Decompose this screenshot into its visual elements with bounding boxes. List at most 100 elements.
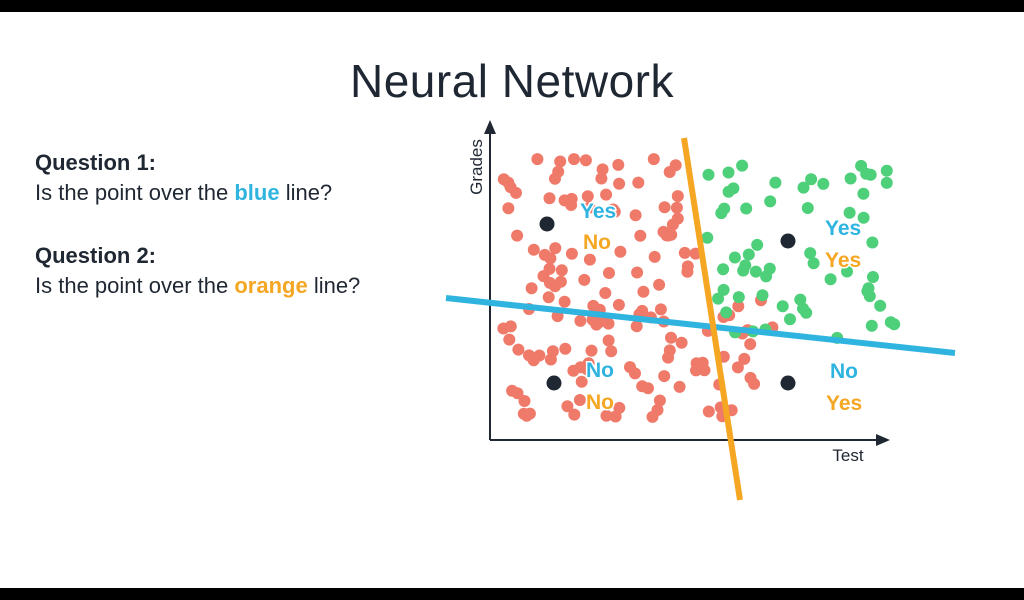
red-point [512, 343, 525, 356]
red-point [642, 382, 654, 395]
red-point [629, 367, 641, 380]
question-1-suffix: line? [279, 180, 333, 205]
green-point [764, 195, 777, 208]
y-axis-label: Grades [467, 139, 486, 195]
green-point [884, 316, 897, 329]
green-point [880, 176, 893, 189]
answer-bottom-left-blue: No [586, 359, 614, 382]
green-point [717, 283, 730, 296]
red-point [595, 172, 608, 185]
green-point [817, 177, 830, 190]
red-point [503, 333, 516, 346]
green-point [784, 313, 796, 326]
red-point [629, 209, 642, 222]
red-point [506, 384, 519, 397]
red-point [646, 410, 659, 423]
green-point [867, 271, 879, 283]
red-point [613, 177, 626, 190]
green-point [717, 263, 730, 276]
green-point [776, 300, 789, 313]
red-point [600, 188, 613, 201]
answer-bottom-left-orange: No [586, 391, 614, 414]
red-point [543, 276, 556, 289]
answer-labels: Yes No Yes Yes No No No Yes [579, 199, 864, 417]
green-point [797, 181, 810, 194]
green-point [749, 265, 762, 278]
answer-top-left-orange: No [583, 231, 611, 254]
green-point [742, 248, 755, 261]
red-point [605, 345, 618, 358]
red-point [525, 282, 538, 295]
green-point [722, 166, 735, 179]
red-point [653, 394, 666, 407]
data-points [497, 153, 901, 423]
answer-bottom-right-blue: No [830, 360, 858, 383]
red-point [663, 166, 676, 178]
red-point [657, 225, 670, 238]
red-point [574, 314, 587, 327]
green-point [824, 273, 837, 286]
green-point [739, 259, 752, 272]
red-point [502, 202, 515, 215]
green-point [720, 306, 733, 319]
green-point [880, 164, 893, 177]
slide: Neural Network Question 1: Is the point … [0, 12, 1024, 588]
red-point [559, 342, 572, 355]
green-point [763, 262, 776, 275]
red-point [533, 349, 546, 362]
axes: Grades Test [467, 120, 890, 465]
red-point [738, 352, 751, 365]
red-point [596, 163, 609, 176]
green-point [843, 206, 856, 219]
y-axis-arrow-icon [484, 120, 496, 134]
red-point [575, 375, 588, 388]
red-point [497, 322, 510, 335]
green-point [718, 202, 731, 215]
red-point [748, 377, 761, 390]
red-point [613, 401, 626, 414]
question-2: Question 2: Is the point over the orange… [35, 241, 360, 301]
green-point [866, 236, 879, 249]
red-point [590, 318, 603, 331]
answer-top-right-blue: Yes [825, 217, 861, 240]
red-point [561, 400, 574, 413]
answer-top-left-blue: Yes [580, 200, 616, 223]
red-point [732, 300, 745, 313]
question-2-suffix: line? [307, 273, 361, 298]
red-point [549, 242, 562, 255]
red-point [574, 361, 587, 374]
red-point [654, 303, 667, 316]
green-point [863, 290, 876, 303]
red-point [579, 154, 592, 167]
query-point-top-right [780, 233, 796, 249]
green-point [857, 187, 870, 200]
x-axis-arrow-icon [876, 434, 890, 446]
green-point [874, 299, 887, 312]
green-point [841, 265, 853, 278]
question-1-text: Is the point over the blue line? [35, 178, 332, 208]
green-point [769, 176, 782, 189]
green-point [702, 168, 715, 181]
query-point-top-left [539, 216, 555, 232]
red-point [549, 172, 561, 185]
red-point [602, 334, 615, 347]
red-point [599, 287, 612, 299]
red-point [578, 273, 591, 286]
green-point [736, 159, 749, 172]
red-point [653, 278, 666, 291]
red-point [573, 394, 586, 406]
green-point [732, 291, 745, 304]
red-point [558, 295, 571, 308]
red-point [558, 194, 571, 207]
green-point [794, 293, 807, 306]
question-2-heading: Question 2: [35, 243, 157, 268]
red-point [565, 247, 578, 260]
red-point [665, 331, 677, 344]
red-point [681, 265, 694, 278]
red-point [670, 201, 683, 214]
question-1: Question 1: Is the point over the blue l… [35, 148, 332, 208]
red-point [612, 298, 625, 311]
x-axis-label: Test [832, 446, 863, 465]
red-point [671, 190, 684, 203]
red-point [527, 243, 540, 256]
